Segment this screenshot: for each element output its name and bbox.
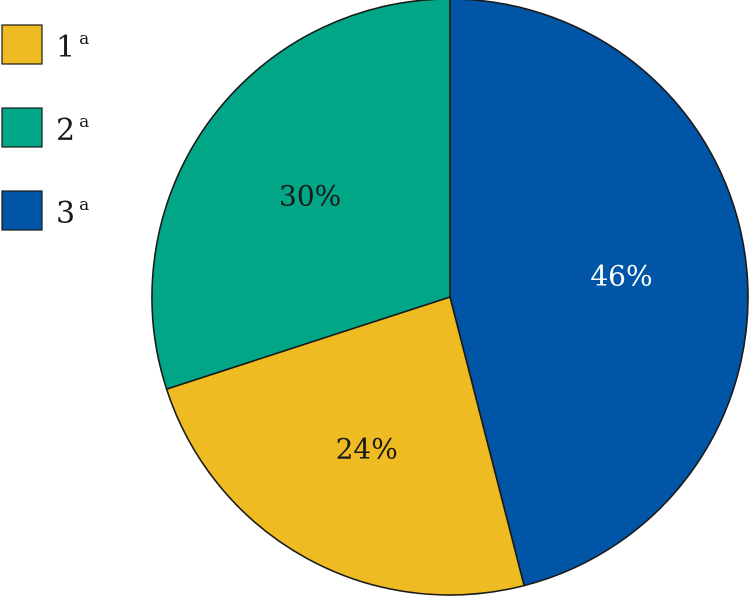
slice-label-3: 46% — [590, 259, 652, 292]
pie-slices — [151, 0, 749, 596]
pie-slice-labels: 46% 24% 30% — [279, 179, 653, 465]
slice-label-1: 24% — [336, 432, 398, 465]
slice-label-2: 30% — [279, 179, 341, 212]
legend-swatch-1 — [1, 24, 43, 65]
legend-swatch-2 — [1, 107, 43, 148]
legend: 1 a 2 a 3 a — [1, 24, 89, 231]
pie-slice-1 — [165, 296, 525, 596]
legend-swatch-3 — [1, 190, 43, 231]
pie-slice-3 — [449, 0, 749, 587]
pie-slice-2 — [151, 0, 451, 390]
